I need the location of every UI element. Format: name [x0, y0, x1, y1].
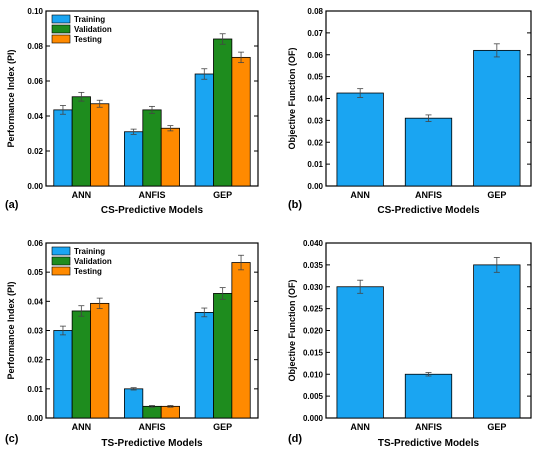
legend-swatch — [51, 266, 71, 276]
y-tick-label: 0.040 — [303, 239, 324, 248]
bar — [404, 373, 453, 419]
bar — [404, 117, 453, 187]
x-tick-label: GEP — [213, 422, 232, 432]
y-tick-label: 0.06 — [27, 77, 43, 86]
legend-label: Testing — [74, 267, 102, 276]
x-tick-label: ANN — [350, 190, 370, 200]
x-tick-label: GEP — [487, 190, 506, 200]
bar — [160, 405, 180, 419]
x-tick-label: ANFIS — [139, 190, 166, 200]
bar — [71, 96, 91, 187]
y-tick-label: 0.00 — [27, 414, 43, 423]
panel-label: (a) — [5, 199, 19, 211]
bar — [160, 127, 180, 187]
y-axis-label: Performance Index (PI) — [6, 281, 16, 379]
bar — [231, 262, 251, 419]
x-axis-label: TS-Predictive Models — [101, 438, 203, 449]
bar — [53, 330, 73, 419]
bar — [142, 405, 162, 419]
chart-3: 0.00 0.01 0.02 0.03 0.04 0.05 0.06 ANN ANFIS GEP T… — [5, 239, 259, 449]
x-tick-label: ANFIS — [415, 190, 442, 200]
y-tick-label: 0.08 — [307, 7, 323, 16]
y-tick-label: 0.03 — [307, 116, 323, 125]
y-tick-label: 0.04 — [307, 95, 323, 104]
y-axis-label: Objective Function (OF) — [287, 279, 297, 381]
bar — [90, 103, 110, 187]
y-tick-label: 0.01 — [27, 385, 43, 394]
x-axis-label: TS-Predictive Models — [378, 438, 480, 449]
legend-label: Training — [74, 247, 105, 256]
bar — [53, 109, 73, 187]
y-tick-label: 0.05 — [307, 73, 323, 82]
bar — [124, 131, 144, 187]
panel-label: (c) — [5, 433, 19, 445]
legend-swatch — [51, 34, 71, 44]
bar — [473, 264, 521, 419]
chart-2: 0.00 0.01 0.02 0.03 0.04 0.05 0.06 0.07 0.08 ANN A… — [287, 7, 532, 216]
legend-swatch — [51, 14, 71, 24]
y-tick-label: 0.005 — [303, 392, 324, 401]
y-tick-label: 0.020 — [303, 327, 324, 336]
legend-swatch — [51, 246, 71, 256]
x-tick-label: ANN — [72, 190, 92, 200]
y-tick-label: 0.02 — [307, 138, 323, 147]
x-tick-label: ANFIS — [139, 422, 166, 432]
y-axis-label: Objective Function (OF) — [287, 47, 297, 149]
y-tick-label: 0.000 — [303, 414, 324, 423]
bar — [336, 92, 384, 187]
x-tick-label: ANN — [350, 422, 370, 432]
y-tick-label: 0.025 — [303, 305, 324, 314]
y-tick-label: 0.035 — [303, 261, 324, 270]
x-tick-label: ANFIS — [415, 422, 442, 432]
panel-label: (d) — [288, 433, 302, 445]
y-tick-label: 0.02 — [27, 147, 43, 156]
legend-label: Training — [74, 15, 105, 24]
x-tick-label: ANN — [72, 422, 92, 432]
bar — [213, 293, 233, 419]
y-tick-label: 0.00 — [27, 182, 43, 191]
y-tick-label: 0.03 — [27, 327, 43, 336]
y-tick-label: 0.010 — [303, 370, 324, 379]
legend-swatch — [51, 24, 71, 34]
y-tick-label: 0.10 — [27, 7, 43, 16]
legend-swatch — [51, 256, 71, 266]
bar — [194, 73, 214, 187]
x-tick-label: GEP — [487, 422, 506, 432]
y-tick-label: 0.08 — [27, 42, 43, 51]
bar — [473, 49, 521, 187]
bar — [142, 109, 162, 187]
legend-label: Validation — [74, 25, 112, 34]
bar — [71, 310, 91, 419]
bar — [194, 312, 214, 419]
y-tick-label: 0.06 — [27, 239, 43, 248]
chart-4: 0.000 0.005 0.010 0.015 0.020 0.025 0.030 0.035… — [287, 239, 532, 449]
y-tick-label: 0.06 — [307, 51, 323, 60]
y-tick-label: 0.04 — [27, 297, 43, 306]
bar — [231, 56, 251, 187]
bar — [124, 388, 144, 419]
y-tick-label: 0.00 — [307, 182, 323, 191]
chart-1: 0.00 0.02 0.04 0.06 0.08 0.10 ANN ANFIS GEP Train… — [5, 7, 259, 216]
legend-label: Testing — [74, 35, 102, 44]
x-axis-label: CS-Predictive Models — [101, 205, 204, 216]
y-tick-label: 0.04 — [27, 112, 43, 121]
y-tick-label: 0.05 — [27, 268, 43, 277]
y-tick-label: 0.02 — [27, 356, 43, 365]
y-tick-label: 0.07 — [307, 29, 323, 38]
x-tick-label: GEP — [213, 190, 232, 200]
bar — [213, 38, 233, 187]
bar — [90, 302, 110, 419]
y-tick-label: 0.030 — [303, 283, 324, 292]
legend-label: Validation — [74, 257, 112, 266]
y-axis-label: Performance Index (PI) — [6, 49, 16, 147]
bar — [336, 286, 384, 419]
panel-label: (b) — [288, 199, 302, 211]
y-tick-label: 0.01 — [307, 160, 323, 169]
y-tick-label: 0.015 — [303, 348, 324, 357]
x-axis-label: CS-Predictive Models — [377, 205, 480, 216]
